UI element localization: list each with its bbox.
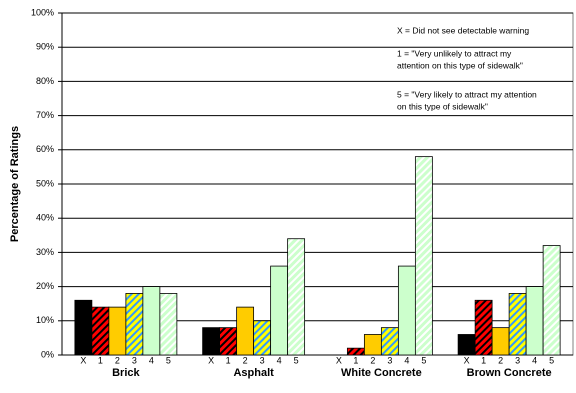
bar-label: 5: [294, 355, 299, 365]
y-tick-label: 90%: [36, 42, 54, 52]
bar: [287, 238, 306, 356]
y-tick-label: 50%: [36, 178, 54, 188]
annotation: 5 = "Very likely to attract my attention: [397, 89, 537, 99]
bar: [508, 293, 527, 356]
annotation: 1 = "Very unlikely to attract my: [397, 48, 512, 58]
bar-label: 5: [166, 355, 171, 365]
bar: [125, 293, 144, 356]
bar-label: 4: [404, 355, 409, 365]
bar-label: 2: [243, 355, 248, 365]
bar-label: 3: [132, 355, 137, 365]
bar: [491, 327, 510, 356]
bar-label: 5: [421, 355, 426, 365]
bar: [159, 293, 178, 356]
bar-label: 1: [98, 355, 103, 365]
bar-label: 1: [353, 355, 358, 365]
y-tick-label: 70%: [36, 110, 54, 120]
bar-label: 3: [387, 355, 392, 365]
bar: [108, 306, 127, 356]
bar: [542, 245, 561, 356]
bar-label: 2: [115, 355, 120, 365]
y-tick-label: 30%: [36, 247, 54, 257]
bar: [363, 334, 382, 356]
bar-label: 4: [149, 355, 154, 365]
bar: [219, 327, 238, 356]
bar: [253, 320, 272, 356]
bar: [346, 347, 365, 356]
bar-label: 1: [481, 355, 486, 365]
bar-label: 5: [549, 355, 554, 365]
bar-label: 3: [515, 355, 520, 365]
bar-label: 1: [226, 355, 231, 365]
bar: [474, 299, 493, 356]
y-tick-label: 0%: [41, 349, 54, 359]
y-tick-label: 20%: [36, 281, 54, 291]
bar-label: 4: [277, 355, 282, 365]
bar: [236, 306, 255, 356]
bar-label: X: [208, 355, 214, 365]
bar-label: 3: [260, 355, 265, 365]
bar: [380, 327, 399, 356]
bar: [397, 265, 416, 356]
y-tick-label: 40%: [36, 213, 54, 223]
category-label: White Concrete: [341, 367, 422, 379]
bar-label: X: [336, 355, 342, 365]
bar: [74, 299, 93, 356]
bar-label: 4: [532, 355, 537, 365]
bar: [142, 286, 161, 356]
bar: [457, 334, 476, 356]
annotation: attention on this type of sidewalk": [397, 60, 523, 70]
bar: [202, 327, 221, 356]
bar: [525, 286, 544, 356]
y-tick-label: 60%: [36, 144, 54, 154]
y-tick-label: 80%: [36, 76, 54, 86]
annotation: X = Did not see detectable warning: [397, 25, 529, 35]
bar-label: 2: [370, 355, 375, 365]
category-label: Asphalt: [233, 367, 274, 379]
category-label: Brick: [112, 367, 140, 379]
y-tick-label: 10%: [36, 315, 54, 325]
bar-label: X: [464, 355, 470, 365]
bar: [270, 265, 289, 356]
bar-label: X: [80, 355, 86, 365]
y-axis-title: Percentage of Ratings: [9, 126, 21, 242]
bar: [91, 306, 110, 356]
bar: [414, 156, 433, 356]
annotation: on this type of sidewalk": [397, 101, 488, 111]
category-label: Brown Concrete: [467, 367, 552, 379]
y-tick-label: 100%: [31, 7, 54, 17]
bar-label: 2: [498, 355, 503, 365]
